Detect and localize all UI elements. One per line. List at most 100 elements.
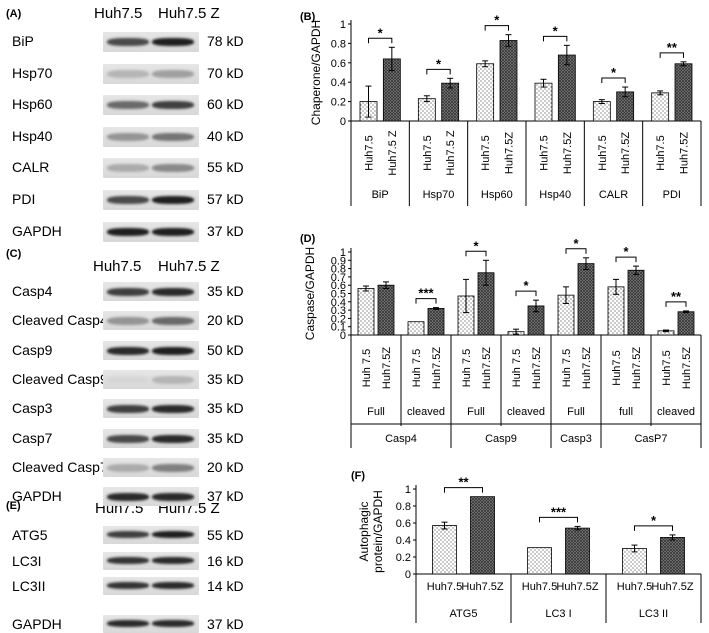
y-tick-label: 0.6 [396,518,411,530]
blot-row-label: ATG5 [12,527,48,543]
x-bar-label: Huh7.5Z [679,132,691,174]
blot-band [107,227,149,236]
significance-bracket [539,516,578,523]
x-group-label: BiP [372,189,389,201]
significance-bracket [565,248,587,254]
x-bar-label: Huh7.5Z [651,581,693,593]
x-bar-label: Huh7.5 [364,135,376,170]
blot-kd-label: 50 kD [207,341,244,358]
y-tick-label: 0.1 [331,322,346,334]
blot-band [107,434,149,443]
significance-bracket [615,256,637,263]
blot-band [152,164,194,173]
blot-band [107,69,149,78]
chart-panel-label: (D) [300,233,316,245]
bar [674,63,693,122]
x-bar-label: Huh7.5 [655,135,667,170]
x-bar-label: Huh7.5 Z [445,130,457,176]
blot-band [152,582,194,589]
blot-kd-label: 37 kD [207,615,244,632]
significance-bracket [426,68,451,75]
x-bar-label: Huh7.5 [597,135,609,170]
blot-band [152,463,194,472]
y-tick-label: 0.2 [396,552,411,564]
significance-marker: ** [458,475,469,490]
blot-kd-label: 40 kD [207,127,244,144]
blot-kd-label: 55 kD [207,527,244,543]
blot-band [107,132,149,141]
x-bar-label: Huh7.5 [427,581,462,593]
y-tick-label: 1 [340,247,346,259]
blot-band [152,405,194,414]
significance-bracket [634,525,673,531]
significance-marker: * [378,25,384,40]
x-bar-label: Huh7.5 [422,135,434,170]
blot-band [152,288,194,296]
blot-row-label: GAPDH [12,222,62,239]
blot-kd-label: 78 kD [207,33,244,49]
blot-kd-label: 35 kD [207,400,244,417]
blot-row-label: BiP [12,33,34,49]
blot-strip [103,399,199,419]
significance-bracket [515,290,537,297]
x-bar-label: Huh7.5Z [461,581,503,593]
y-tick-label: 0 [340,330,346,342]
y-tick-label: 0.4 [331,297,346,309]
chart-f-autophagic: (F) 0 0.2 0.4 0.6 0.8 1 Autophagic protein/GAPDH… [351,470,702,623]
blot-band [152,493,194,502]
y-tick-label: 0.8 [396,501,411,513]
significance-bracket [444,487,483,493]
blot-row-label: Casp9 [12,341,53,358]
blot-band [152,196,194,204]
blot-band [107,196,149,204]
blot-strip [103,311,199,331]
blot-band [107,375,149,384]
x-group-label: ATG5 [450,608,478,620]
x-bar-label: Huh 7.5 [561,349,573,388]
bar [577,263,595,336]
blot-strip [103,32,199,52]
x-bar-label: Huh7.5Z [556,581,598,593]
blot-row-label: Hsp70 [12,64,53,81]
blot-band [107,556,149,564]
y-tick-label: 0.3 [331,305,346,317]
blot-band [107,101,149,110]
x-bar-label: Huh7.5 [522,581,557,593]
y-tick-label: 0 [405,569,411,581]
panel-a-label: (A) [6,8,22,20]
bar [592,101,611,122]
significance-marker: * [651,513,657,528]
significance-bracket [465,250,487,257]
x-parent-label: Casp3 [560,433,592,445]
blot-strip [103,221,199,242]
x-bar-label: Huh7.5 [480,135,492,170]
significance-bracket [659,52,684,58]
blot-kd-label: 55 kD [207,159,244,176]
significance-marker: *** [418,286,434,301]
significance-bracket [368,37,393,44]
blot-kd-label: 57 kD [207,191,244,207]
blot-kd-label: 37 kD [207,222,244,239]
bar [432,525,457,575]
blot-band [152,132,194,141]
bar [660,537,685,575]
panel-c-label: (C) [6,248,22,260]
blot-band [107,38,149,46]
blot-strip [103,158,199,179]
x-parent-label: Casp4 [385,433,417,445]
panel-c-col-huh75z: Huh7.5 Z [158,258,220,275]
blot-band [107,582,149,589]
blot-band [107,619,149,627]
significance-marker: * [494,13,500,28]
blot-row-label: Casp7 [12,429,53,446]
blot-band [152,69,194,78]
y-tick-label: 0 [340,116,346,128]
x-group-label: CALR [599,189,628,201]
blot-kd-label: 35 kD [207,283,244,299]
blot-strip [103,126,199,147]
panel-a-col-huh75z: Huh7.5 Z [158,5,220,22]
bar [377,284,395,336]
significance-marker: * [553,23,559,38]
chart-panel-label: (B) [300,11,316,23]
bar [499,40,518,122]
